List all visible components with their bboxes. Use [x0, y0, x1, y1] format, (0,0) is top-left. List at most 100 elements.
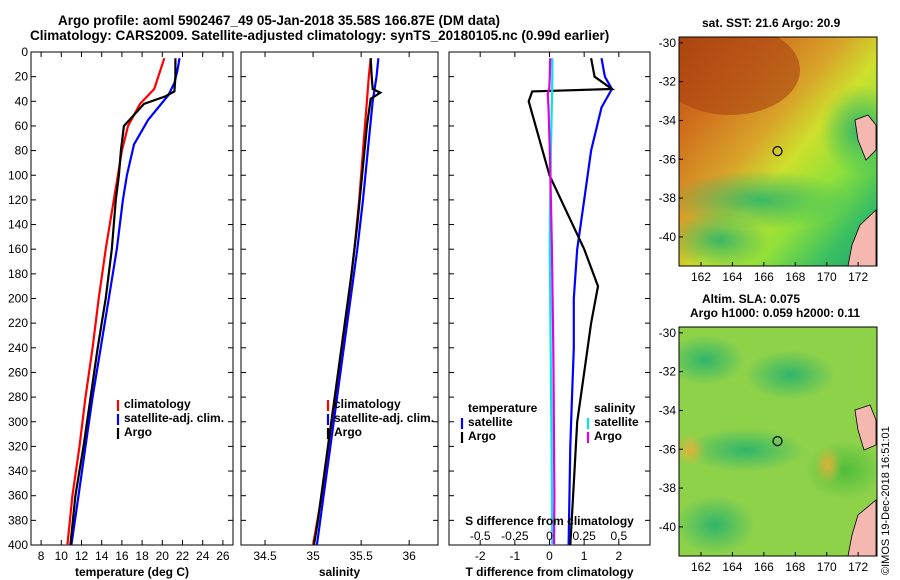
legend-label: satellite	[594, 415, 639, 429]
stick-label: 0.5	[610, 529, 627, 543]
argo-position-circle	[772, 146, 783, 157]
ytick-label: 60	[15, 119, 29, 133]
sla-map-title-line2: Argo h1000: 0.059 h2000: 0.11	[690, 306, 861, 320]
series-line-climatology	[66, 57, 166, 546]
legend-label: climatology	[334, 397, 401, 411]
sst-map-image	[679, 37, 877, 266]
legend-label: climatology	[124, 397, 191, 411]
lon-tick-label: 170	[817, 270, 837, 284]
lon-tick-label: 162	[691, 560, 711, 574]
sst-map-title: sat. SST: 21.6 Argo: 20.9	[702, 16, 841, 30]
difference-profile-panel: -2 -1 0 1 2 T difference from climatology -0.5…	[448, 51, 651, 579]
xtick-label: 35	[306, 549, 320, 563]
legend-label: satellite-adj. clim.	[124, 411, 224, 425]
xtick-label: 16	[115, 549, 129, 563]
xtick-label: 10	[55, 549, 69, 563]
stick-label: -0.5	[470, 529, 491, 543]
ytick-label: 280	[8, 390, 28, 404]
series-line-s-satellite	[548, 58, 554, 546]
stick-label: 0	[546, 529, 553, 543]
stick-label: 0.25	[572, 529, 596, 543]
temperature-profile-panel: 0 20 40 60 80 100 120 140 160 180 200 220 240 260 280 3…	[8, 45, 234, 579]
series-line-satellite-adj-clim-	[70, 58, 181, 546]
legend-title-salinity: salinity	[594, 401, 636, 415]
argo-position-circle	[772, 436, 783, 447]
xaxis-label: temperature (deg C)	[75, 565, 189, 579]
ytick-label: 120	[8, 193, 28, 207]
ytick-label: 260	[8, 365, 28, 379]
ytick-label: 20	[15, 70, 29, 84]
lon-tick-label: 168	[785, 270, 805, 284]
lat-tick-label: -32	[659, 75, 677, 89]
legend-title-temperature: temperature	[468, 401, 538, 415]
ytick-label: 380	[8, 513, 28, 527]
lon-tick-label: 168	[785, 560, 805, 574]
ytick-label: 360	[8, 489, 28, 503]
lat-tick-label: -34	[659, 403, 677, 417]
lon-tick-label: 172	[848, 560, 868, 574]
xtick-label: 14	[95, 549, 109, 563]
xtick-label: 36	[402, 549, 416, 563]
ytick-label: 160	[8, 242, 28, 256]
legend-label: Argo	[594, 429, 622, 443]
sla-map-frame	[678, 326, 878, 557]
ytick-label: 180	[8, 267, 28, 281]
figure-title-line2: Climatology: CARS2009. Satellite-adjuste…	[30, 28, 610, 43]
series-line-climatology	[312, 58, 372, 546]
ytick-label: 240	[8, 341, 28, 355]
xtick-label: -1	[510, 549, 521, 563]
ytick-label: 40	[15, 94, 29, 108]
legend-label: Argo	[468, 429, 496, 443]
salinity-profile-frame	[240, 51, 439, 546]
lon-tick-label: 172	[848, 270, 868, 284]
xtick-label: 34.5	[253, 549, 277, 563]
xaxis-label: T difference from climatology	[465, 565, 633, 579]
lat-tick-label: -32	[659, 365, 677, 379]
lat-tick-label: -38	[659, 191, 677, 205]
legend-label: satellite-adj. clim.	[334, 411, 434, 425]
ytick-label: 320	[8, 439, 28, 453]
ytick-label: 80	[15, 144, 29, 158]
lon-tick-label: 166	[754, 270, 774, 284]
lat-tick-label: -40	[659, 520, 677, 534]
figure-title-line1: Argo profile: aoml 5902467_49 05-Jan-201…	[58, 13, 500, 28]
lon-tick-label: 166	[754, 560, 774, 574]
xtick-label: 35.5	[349, 549, 373, 563]
xtick-label: 12	[75, 549, 89, 563]
lon-tick-label: 164	[722, 270, 742, 284]
lon-tick-label: 164	[722, 560, 742, 574]
lat-tick-label: -36	[659, 152, 677, 166]
xtick-label: 1	[581, 549, 588, 563]
stick-label: -0.25	[501, 529, 529, 543]
ytick-label: 340	[8, 464, 28, 478]
ytick-label: 400	[8, 538, 28, 552]
secondary-axis-label: S difference from climatology	[465, 514, 634, 528]
series-line-s-argo	[546, 58, 556, 546]
ytick-label: 300	[8, 415, 28, 429]
temperature-profile-frame	[30, 51, 234, 546]
xtick-label: 8	[38, 549, 45, 563]
sst-map-axes: 162 164 166 168 170 172 -30 -32 -34 -36 -38 -40	[659, 36, 878, 284]
lat-tick-label: -40	[659, 230, 677, 244]
legend-label: satellite	[468, 415, 513, 429]
sla-map-argo-marker	[772, 436, 783, 447]
sla-map-title-line1: Altim. SLA: 0.075	[702, 292, 801, 306]
xtick-label: 2	[615, 549, 622, 563]
lon-tick-label: 162	[691, 270, 711, 284]
xtick-label: 18	[135, 549, 149, 563]
series-line-argo	[69, 58, 177, 546]
ytick-label: 0	[21, 45, 28, 59]
sst-map-argo-marker	[772, 146, 783, 157]
ytick-label: 100	[8, 168, 28, 182]
xtick-label: 26	[216, 549, 230, 563]
salinity-profile-panel: 34.5 35 35.5 36 salinity climatologysatellite…	[240, 51, 439, 579]
xtick-label: 24	[196, 549, 210, 563]
lon-tick-label: 170	[817, 560, 837, 574]
sst-map-frame	[678, 36, 878, 267]
xaxis-label: salinity	[319, 565, 361, 579]
series-line-argo	[312, 58, 383, 546]
lat-tick-label: -30	[659, 36, 677, 50]
lat-tick-label: -30	[659, 326, 677, 340]
legend-label: Argo	[124, 425, 152, 439]
sla-map-axes: 162 164 166 168 170 172 -30 -32 -34 -36 -38 -40	[659, 326, 878, 574]
